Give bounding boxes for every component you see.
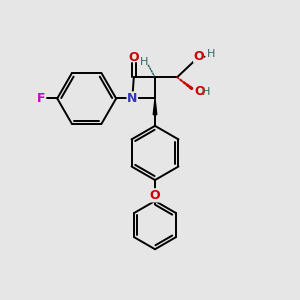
Text: O: O [193,50,204,63]
Text: O: O [128,51,139,64]
Text: O: O [150,189,160,202]
Text: N: N [127,92,137,105]
Text: F: F [37,92,45,105]
Text: H: H [207,49,215,59]
Text: O: O [195,85,206,98]
Text: H: H [140,57,148,67]
Polygon shape [153,98,157,115]
Text: H: H [202,87,211,97]
